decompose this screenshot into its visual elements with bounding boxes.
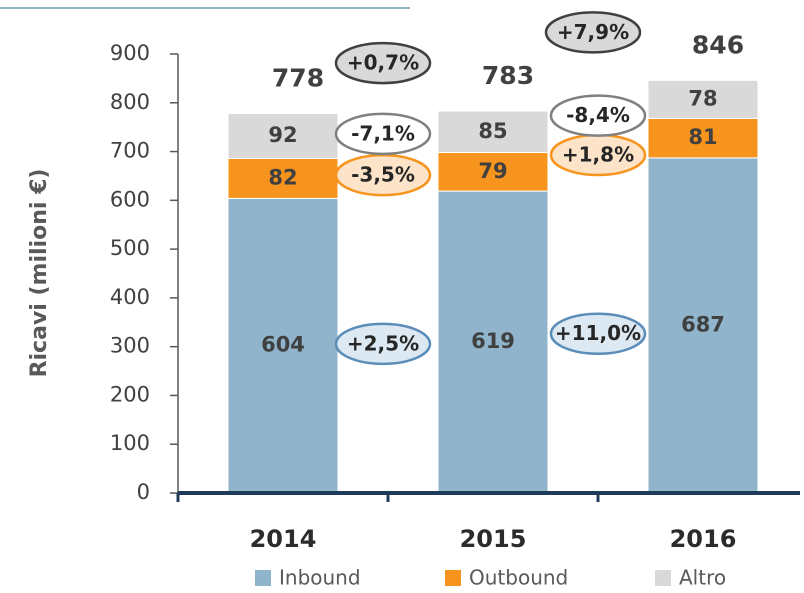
y-tick-label: 900	[110, 41, 150, 65]
legend-swatch	[255, 570, 271, 586]
bar-segment	[437, 152, 549, 192]
change-label: -8,4%	[566, 103, 630, 127]
bar-segment	[227, 197, 339, 494]
legend-label: Inbound	[279, 566, 361, 590]
bar-segment	[647, 117, 759, 159]
x-tick-label: 2015	[460, 525, 527, 553]
change-label: +1,8%	[562, 142, 634, 166]
y-tick-label: 300	[110, 334, 150, 358]
change-bubble	[334, 41, 432, 85]
y-tick-label: 400	[110, 285, 150, 309]
change-label: -7,1%	[351, 121, 415, 145]
value-label: 82	[268, 165, 297, 189]
change-label: +2,5%	[347, 331, 419, 355]
y-tick-label: 800	[110, 90, 150, 114]
bar-segment	[227, 113, 339, 159]
change-label: -3,5%	[351, 163, 415, 187]
change-bubble	[544, 11, 642, 54]
x-tick-label: 2014	[250, 525, 317, 553]
legend-swatch	[445, 570, 461, 586]
y-tick-label: 200	[110, 382, 150, 406]
y-tick-label: 0	[137, 480, 150, 504]
value-label: 79	[478, 159, 507, 183]
change-label: +11,0%	[555, 321, 641, 345]
bar-segment	[647, 79, 759, 119]
value-label: 687	[681, 312, 725, 336]
y-tick-label: 700	[110, 139, 150, 163]
total-label: 783	[482, 61, 534, 90]
change-bubble	[334, 112, 432, 156]
value-label: 81	[688, 125, 717, 149]
x-tick-label: 2016	[670, 525, 737, 553]
value-label: 92	[268, 123, 297, 147]
change-label: +0,7%	[347, 51, 419, 75]
change-bubble	[549, 312, 647, 355]
y-tick-label: 100	[110, 431, 150, 455]
y-axis-label: Ricavi (milioni €)	[27, 169, 52, 378]
change-label: +7,9%	[557, 20, 629, 44]
value-label: 619	[471, 329, 515, 353]
legend-label: Outbound	[469, 566, 568, 590]
value-label: 604	[261, 333, 305, 357]
total-label: 846	[692, 30, 744, 59]
legend-label: Altro	[679, 566, 726, 590]
value-label: 85	[478, 119, 507, 143]
total-label: 778	[272, 64, 324, 93]
change-bubble	[549, 94, 647, 137]
legend-swatch	[655, 570, 671, 586]
value-label: 78	[688, 86, 717, 110]
bar-segment	[437, 110, 549, 154]
change-bubble	[334, 322, 432, 366]
y-tick-label: 600	[110, 187, 150, 211]
y-tick-label: 500	[110, 236, 150, 260]
bar-segment	[647, 157, 759, 494]
